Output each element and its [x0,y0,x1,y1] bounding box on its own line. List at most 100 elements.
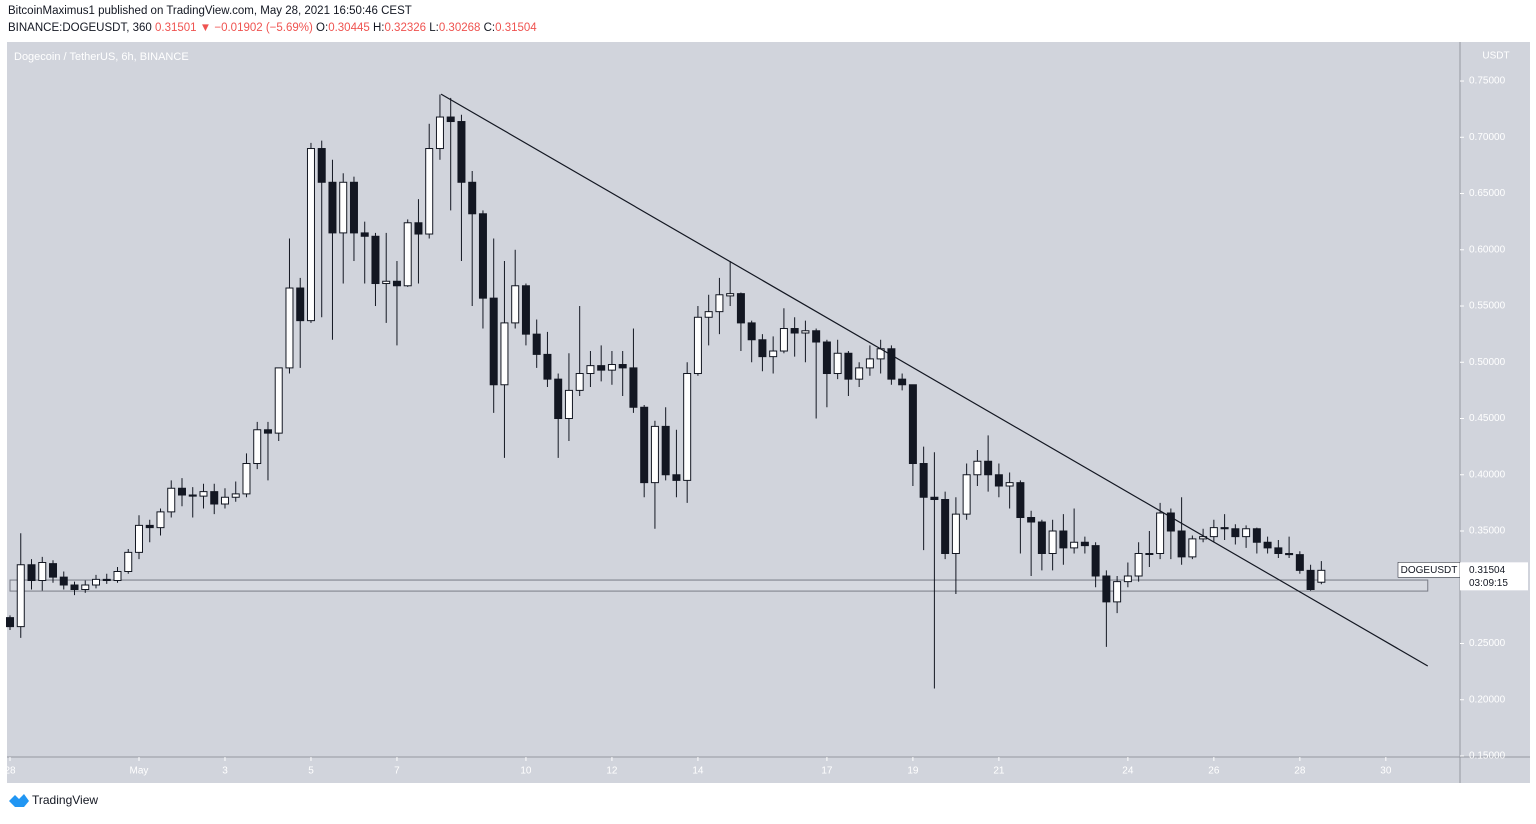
publish-info: BitcoinMaximus1 published on TradingView… [8,5,412,17]
chart-background [7,42,1530,783]
symbol-line: BINANCE:DOGEUSDT, 360 0.31501 ▼ −0.01902… [8,22,537,34]
candle-body [113,571,122,581]
candle-body [317,148,326,183]
candle-body [1080,541,1089,547]
candle-body [70,584,79,590]
candle-body [704,311,713,318]
candle-body [285,287,294,369]
candle-body [382,280,391,285]
candle-body [930,496,939,501]
candle-body [231,493,240,498]
candle-body [188,494,197,497]
candle-body [167,487,176,513]
candle-body [349,181,358,234]
y-tick-label: 0.20000 [1469,694,1506,705]
candle-body [91,578,100,586]
y-tick-label: 0.55000 [1469,301,1506,312]
candle-body [468,181,477,215]
candle-body [607,364,616,371]
candle-body [586,365,595,375]
y-unit: USDT [1482,51,1509,62]
candle-body [145,524,154,529]
candle-body [855,367,864,380]
y-tick-label: 0.45000 [1469,413,1506,424]
candle-body [650,425,659,484]
candle-body [371,235,380,285]
x-tick-label: 12 [606,766,618,777]
candle-body [521,285,530,335]
candle-body [1059,530,1068,549]
x-tick-label: 28 [4,766,16,777]
candle-body [27,564,36,581]
symbol: BINANCE:DOGEUSDT, 360 [8,22,152,34]
candle-body [812,330,821,343]
candle-body [81,584,90,590]
candle-body [1145,553,1154,556]
price-tag-box [1460,562,1528,591]
candle-body [1209,527,1218,538]
candle-body [253,429,262,465]
candle-body [1177,530,1186,558]
candle-body [1037,521,1046,555]
candle-body [844,352,853,380]
candle-body [769,350,778,358]
tradingview-logo [9,794,29,807]
candle-body [984,460,993,476]
change: −0.01902 (−5.69%) [214,22,313,34]
candle-body [672,474,681,481]
candle-body [1070,541,1079,549]
x-tick-label: 30 [1380,766,1392,777]
price: 0.31501 [155,22,197,34]
candle-body [156,511,165,529]
candle-body [575,373,584,391]
candle-body [446,116,455,123]
y-tick-label: 0.25000 [1469,638,1506,649]
candle-body [59,576,68,586]
candle-body [1274,547,1283,555]
candle-body [1317,569,1326,583]
candle-body [962,474,971,515]
candle-body [1113,581,1122,603]
candle-body [1188,538,1197,558]
candle-body [833,352,842,375]
x-tick-label: 7 [394,766,400,777]
candle-body [392,280,401,287]
candle-body [736,293,745,324]
candle-body [994,474,1003,487]
chart-title: Dogecoin / TetherUS, 6h, BINANCE [14,51,189,63]
candle-body [715,294,724,313]
candle-body [124,551,133,573]
candle-body [1231,528,1240,538]
candle-body [210,491,219,505]
trendline [440,93,1429,667]
candle-body [747,322,756,341]
y-tick-label: 0.70000 [1469,132,1506,143]
candle-body [1048,530,1057,555]
o-value: 0.30445 [328,22,370,34]
y-tick-label: 0.65000 [1469,188,1506,199]
l-value: 0.30268 [439,22,481,34]
candle-body [1102,575,1111,603]
y-tick-label: 0.40000 [1469,469,1506,480]
y-tick-label: 0.75000 [1469,76,1506,87]
candle-body [919,463,928,498]
candle-body [1005,482,1014,487]
candle-body [683,373,692,481]
candle-body [425,148,434,235]
price-tag-value: 0.31504 [1469,565,1506,576]
price-tag-name: DOGEUSDT [1401,565,1458,576]
candle-body [296,287,305,322]
candle-body [661,425,670,476]
y-tick-label: 0.60000 [1469,244,1506,255]
candle-body [177,487,186,496]
candle-body [6,617,15,628]
candle-body [220,496,229,505]
candle-body [801,330,810,334]
candle-body [414,222,423,235]
candle-body [597,365,606,371]
candle-body [306,148,315,322]
candle-body [726,293,735,297]
x-tick-label: 5 [308,766,314,777]
candle-body [478,213,487,299]
